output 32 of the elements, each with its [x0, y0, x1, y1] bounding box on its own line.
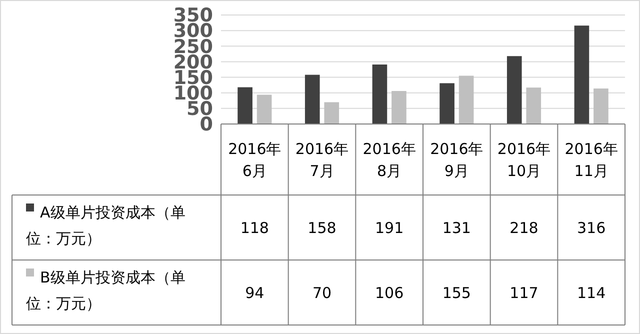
x-tick-label: 2016年6月 [228, 140, 282, 180]
x-tick-label: 2016年10月 [497, 140, 551, 180]
x-tick-label: 2016年7月 [295, 140, 349, 180]
bar [574, 26, 590, 124]
data-label: 114 [577, 284, 606, 302]
bar [256, 94, 272, 124]
data-label: 191 [375, 218, 404, 237]
bar [392, 90, 406, 124]
data-label: 158 [308, 218, 336, 237]
bar [526, 88, 542, 124]
x-tick-label: 2016年11月 [564, 140, 618, 180]
bar [304, 74, 320, 124]
data-label: 94 [245, 284, 264, 302]
data-label: 218 [510, 218, 538, 237]
data-label: 131 [442, 218, 471, 237]
data-label: 117 [510, 284, 538, 302]
data-label: 118 [240, 218, 269, 237]
bar [324, 102, 340, 124]
data-label: 316 [577, 218, 606, 237]
data-label: 70 [312, 284, 332, 302]
x-tick-label: 2016年8月 [362, 140, 416, 180]
data-label: 106 [375, 284, 404, 302]
bar [440, 83, 454, 124]
legend-label: B级单片投资成本（单位：万元） [26, 268, 186, 312]
bar [238, 87, 252, 124]
bar [372, 64, 388, 124]
x-tick-label: 2016年9月 [430, 140, 484, 180]
legend-label: A级单片投资成本（单位：万元） [26, 204, 186, 248]
data-label: 155 [442, 284, 471, 302]
bar [458, 76, 474, 124]
bar [594, 88, 608, 124]
bar [506, 56, 522, 124]
